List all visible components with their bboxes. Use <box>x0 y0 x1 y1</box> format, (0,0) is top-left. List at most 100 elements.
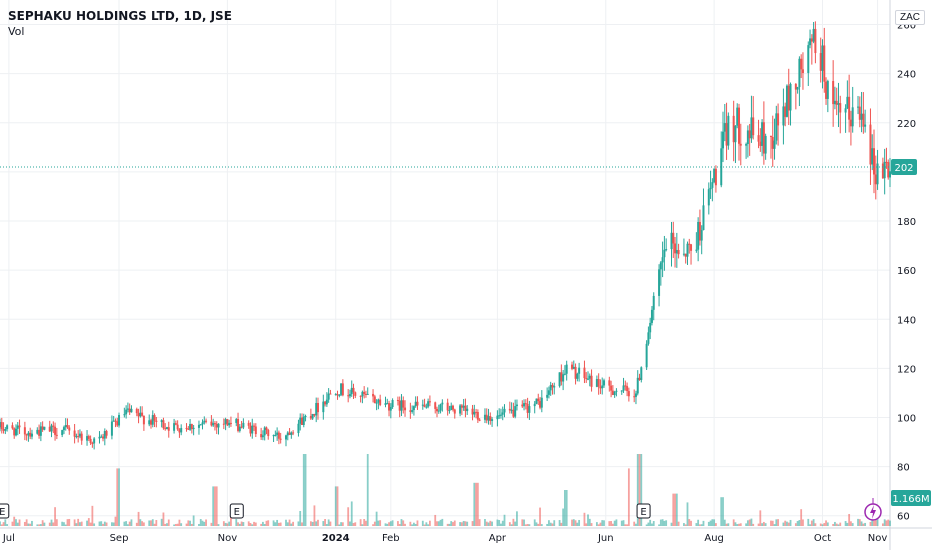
candle-body[interactable] <box>473 411 476 415</box>
candle-body[interactable] <box>514 406 517 417</box>
candle-body[interactable] <box>334 394 337 396</box>
candle-body[interactable] <box>164 428 167 430</box>
candle-body[interactable] <box>636 377 639 394</box>
candle-body[interactable] <box>210 421 213 426</box>
candle-body[interactable] <box>588 375 591 379</box>
candle-body[interactable] <box>173 423 176 431</box>
candle-body[interactable] <box>277 432 280 439</box>
candle-body[interactable] <box>423 404 426 407</box>
candle-body[interactable] <box>546 394 549 398</box>
candle-body[interactable] <box>491 419 494 421</box>
candle-body[interactable] <box>698 221 701 241</box>
candle-body[interactable] <box>711 182 714 188</box>
candle-body[interactable] <box>464 405 467 412</box>
candle-body[interactable] <box>448 410 451 412</box>
candle-body[interactable] <box>750 117 753 139</box>
earnings-marker[interactable] <box>636 503 651 519</box>
candle-body[interactable] <box>400 400 403 411</box>
candle-body[interactable] <box>98 436 101 439</box>
candle-body[interactable] <box>38 429 41 436</box>
candle-body[interactable] <box>759 141 762 146</box>
candle-body[interactable] <box>782 106 785 126</box>
candle-body[interactable] <box>409 410 412 412</box>
candle-body[interactable] <box>247 422 250 426</box>
candle-body[interactable] <box>125 409 128 415</box>
candle-body[interactable] <box>235 419 238 423</box>
candle-body[interactable] <box>228 422 231 426</box>
candle-body[interactable] <box>91 442 94 444</box>
candle-body[interactable] <box>725 123 728 146</box>
candle-body[interactable] <box>578 367 581 374</box>
candle-body[interactable] <box>199 424 202 426</box>
candle-body[interactable] <box>176 424 179 430</box>
candle-body[interactable] <box>412 406 415 411</box>
candle-body[interactable] <box>373 396 376 404</box>
candle-body[interactable] <box>336 394 339 396</box>
candle-body[interactable] <box>201 422 204 425</box>
candle-body[interactable] <box>153 415 156 421</box>
candle-body[interactable] <box>810 38 813 42</box>
candle-body[interactable] <box>451 405 454 410</box>
candle-body[interactable] <box>292 432 295 434</box>
candle-body[interactable] <box>391 400 394 408</box>
candle-body[interactable] <box>389 407 392 411</box>
candle-body[interactable] <box>123 414 126 416</box>
candle-body[interactable] <box>203 420 206 423</box>
candle-body[interactable] <box>503 408 506 413</box>
candle-body[interactable] <box>672 232 675 244</box>
candle-body[interactable] <box>364 393 367 395</box>
candle-body[interactable] <box>739 143 742 146</box>
candle-body[interactable] <box>700 230 703 241</box>
candle-body[interactable] <box>142 415 145 425</box>
candle-body[interactable] <box>499 414 502 416</box>
candle-body[interactable] <box>638 377 641 380</box>
candle-body[interactable] <box>189 424 192 430</box>
candle-body[interactable] <box>398 400 401 411</box>
candle-body[interactable] <box>844 108 847 113</box>
candle-body[interactable] <box>574 366 577 379</box>
candle-body[interactable] <box>329 393 332 395</box>
candle-body[interactable] <box>707 189 710 206</box>
candle-body[interactable] <box>27 432 30 436</box>
candle-body[interactable] <box>54 426 57 435</box>
candle-body[interactable] <box>116 421 119 426</box>
candle-body[interactable] <box>874 174 877 185</box>
candle-body[interactable] <box>299 417 302 424</box>
candle-body[interactable] <box>372 393 375 397</box>
candle-body[interactable] <box>112 420 115 422</box>
candle-body[interactable] <box>316 402 319 413</box>
candle-body[interactable] <box>436 408 439 412</box>
candle-body[interactable] <box>135 408 138 414</box>
candle-body[interactable] <box>55 434 58 436</box>
candle-body[interactable] <box>36 429 39 434</box>
candle-body[interactable] <box>661 257 664 263</box>
candle-body[interactable] <box>658 269 661 296</box>
candle-body[interactable] <box>0 422 1 428</box>
candle-body[interactable] <box>471 408 474 415</box>
candle-body[interactable] <box>487 416 490 421</box>
candle-body[interactable] <box>253 425 256 427</box>
candle-body[interactable] <box>162 420 165 429</box>
candle-body[interactable] <box>29 432 32 437</box>
candle-body[interactable] <box>576 373 579 379</box>
candle-body[interactable] <box>540 397 543 408</box>
candle-body[interactable] <box>13 428 16 436</box>
candle-body[interactable] <box>434 402 437 409</box>
candle-body[interactable] <box>814 28 817 54</box>
candle-body[interactable] <box>105 431 108 436</box>
candle-body[interactable] <box>549 384 552 391</box>
candle-body[interactable] <box>858 106 861 120</box>
candle-body[interactable] <box>762 122 765 154</box>
volume-indicator-label[interactable]: Vol <box>8 25 25 38</box>
candle-body[interactable] <box>846 96 849 109</box>
candle-body[interactable] <box>217 423 220 428</box>
candle-body[interactable] <box>560 372 563 382</box>
candle-body[interactable] <box>837 103 840 105</box>
candle-body[interactable] <box>889 171 891 178</box>
candle-body[interactable] <box>354 392 357 396</box>
candle-body[interactable] <box>428 401 431 403</box>
candle-body[interactable] <box>709 187 712 190</box>
candle-body[interactable] <box>285 435 288 440</box>
candle-body[interactable] <box>821 45 824 71</box>
candle-body[interactable] <box>16 425 19 429</box>
